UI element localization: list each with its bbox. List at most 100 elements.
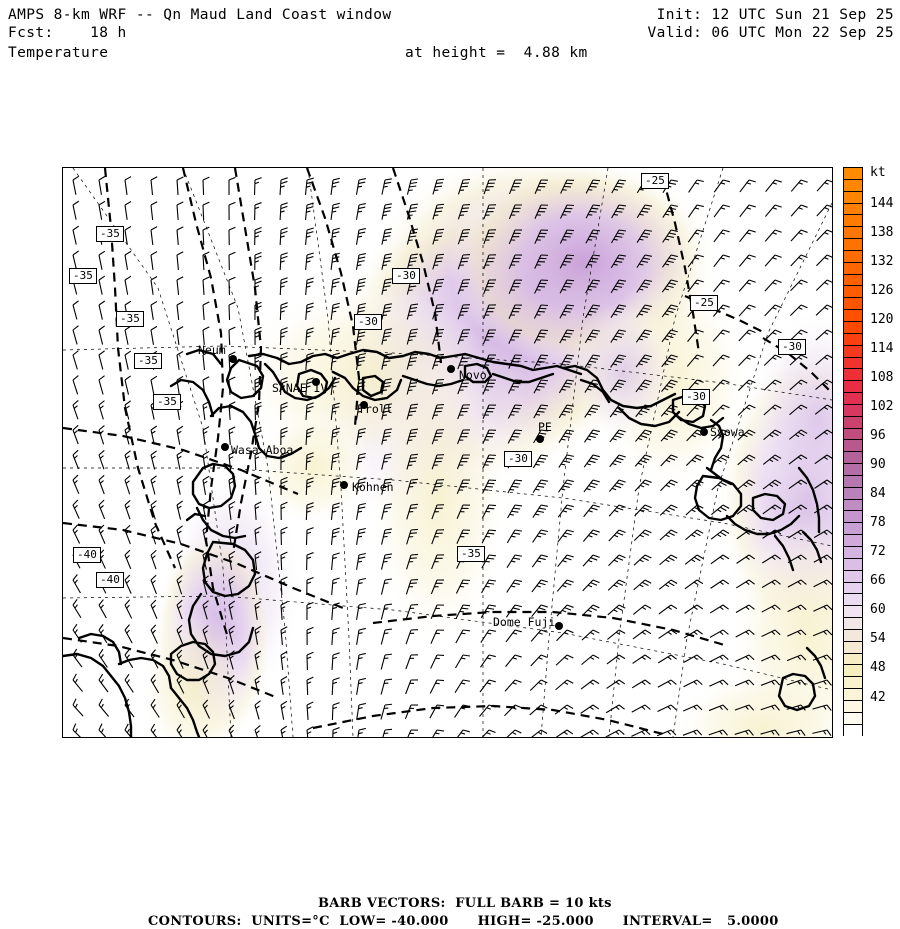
colorbar-cell <box>844 724 862 737</box>
wind-barb <box>202 425 213 446</box>
colorbar-group: kt 144 138 132 126 120 114 108 102 96 90 84 78 72 66 6… <box>843 165 900 738</box>
station-marker[interactable] <box>536 435 544 443</box>
wind-barb <box>380 626 393 647</box>
wind-barb <box>684 527 704 546</box>
colorbar-cell <box>844 428 862 441</box>
wind-barb <box>279 276 289 296</box>
colorbar-tick-label: 96 <box>870 428 886 444</box>
wind-barb <box>96 698 115 718</box>
wind-barb <box>123 400 136 421</box>
station-marker[interactable] <box>221 443 229 451</box>
wind-barb <box>557 552 575 572</box>
wind-barb <box>659 552 678 571</box>
wind-barb <box>202 226 211 246</box>
wind-barb <box>532 527 549 547</box>
contour-value-label: -25 <box>690 295 718 311</box>
wind-barb <box>202 276 212 296</box>
wind-barb <box>605 728 625 737</box>
wind-barb <box>506 552 523 572</box>
wind-barb <box>123 499 137 520</box>
wind-barb <box>332 726 341 737</box>
wind-barb <box>175 475 188 496</box>
wind-barb <box>150 325 161 346</box>
wind-barb <box>607 552 627 571</box>
wind-barb <box>659 502 678 521</box>
wind-barb <box>356 526 367 547</box>
wind-barb <box>790 277 809 296</box>
wind-barb <box>555 677 574 696</box>
wind-barb <box>557 502 575 522</box>
wind-barb <box>254 201 263 221</box>
station-label: Wasa Aboa <box>231 443 294 457</box>
colorbar-cell <box>844 345 862 358</box>
colorbar-cell <box>844 298 862 311</box>
wind-barb <box>739 177 757 197</box>
wind-barb <box>790 202 809 222</box>
colorbar-cell <box>844 310 862 322</box>
colorbar-cell <box>844 227 862 240</box>
station-marker[interactable] <box>312 378 320 386</box>
wind-barb <box>150 226 160 246</box>
wind-barb <box>253 724 267 737</box>
wind-barb <box>790 252 809 271</box>
wind-barb <box>71 524 86 545</box>
colorbar-cell <box>844 475 862 488</box>
colorbar-tick-label: 42 <box>870 689 886 705</box>
wind-barb <box>709 628 730 644</box>
wind-barb <box>632 602 652 621</box>
colorbar-cell <box>844 653 862 666</box>
wind-barb <box>279 201 289 221</box>
colorbar-cell <box>844 606 862 619</box>
wind-barb <box>631 678 652 694</box>
wind-barb <box>633 577 652 596</box>
station-marker[interactable] <box>555 622 563 630</box>
station-marker[interactable] <box>360 401 368 409</box>
wind-barb <box>683 653 703 669</box>
wind-barb <box>580 677 600 695</box>
wind-barb <box>764 227 783 247</box>
station-marker[interactable] <box>340 481 348 489</box>
wind-barb <box>97 599 113 619</box>
wind-barb <box>150 275 161 296</box>
wind-barb <box>658 577 678 595</box>
wind-barb <box>381 176 393 197</box>
wind-barb <box>123 524 137 545</box>
windspeed-colorbar[interactable] <box>843 167 863 737</box>
wind-barb <box>764 202 783 222</box>
wind-barb <box>97 375 110 395</box>
wind-barb <box>331 676 341 696</box>
wind-barb <box>581 627 600 646</box>
wind-barb <box>71 499 86 520</box>
colorbar-cell <box>844 440 862 453</box>
wind-barb <box>356 626 367 647</box>
map-plot-area[interactable]: -35 -35 -35 -35 -35 -30 -30 -25 -25 -30 -30 -30 -35 -… <box>62 167 833 738</box>
station-marker[interactable] <box>447 365 455 373</box>
colorbar-tick-label: 60 <box>870 602 886 618</box>
wind-barb <box>71 474 86 495</box>
wind-barb <box>688 177 705 197</box>
wind-barb <box>71 573 87 594</box>
wind-barb <box>124 176 135 196</box>
station-marker[interactable] <box>700 428 708 436</box>
wind-barb <box>176 276 186 296</box>
wind-barb <box>123 325 135 346</box>
colorbar-cell <box>844 499 862 512</box>
wind-barb <box>123 599 139 619</box>
wind-barb <box>124 250 135 271</box>
wind-barb <box>305 251 315 272</box>
colorbar-cell <box>844 511 862 524</box>
wind-barb <box>503 727 522 737</box>
wind-barb <box>70 623 88 643</box>
wind-barb <box>71 399 85 420</box>
colorbar-tick-label: 90 <box>870 457 886 473</box>
wind-barb <box>228 301 237 321</box>
station-marker[interactable] <box>229 355 237 363</box>
wind-barb <box>150 251 160 271</box>
colorbar-cell <box>844 452 862 465</box>
wind-barb <box>124 225 135 246</box>
wind-barb <box>816 177 832 197</box>
wind-barb <box>304 201 315 222</box>
colorbar-cell <box>844 321 862 334</box>
wind-barb <box>330 201 341 222</box>
wind-barb <box>331 551 341 572</box>
